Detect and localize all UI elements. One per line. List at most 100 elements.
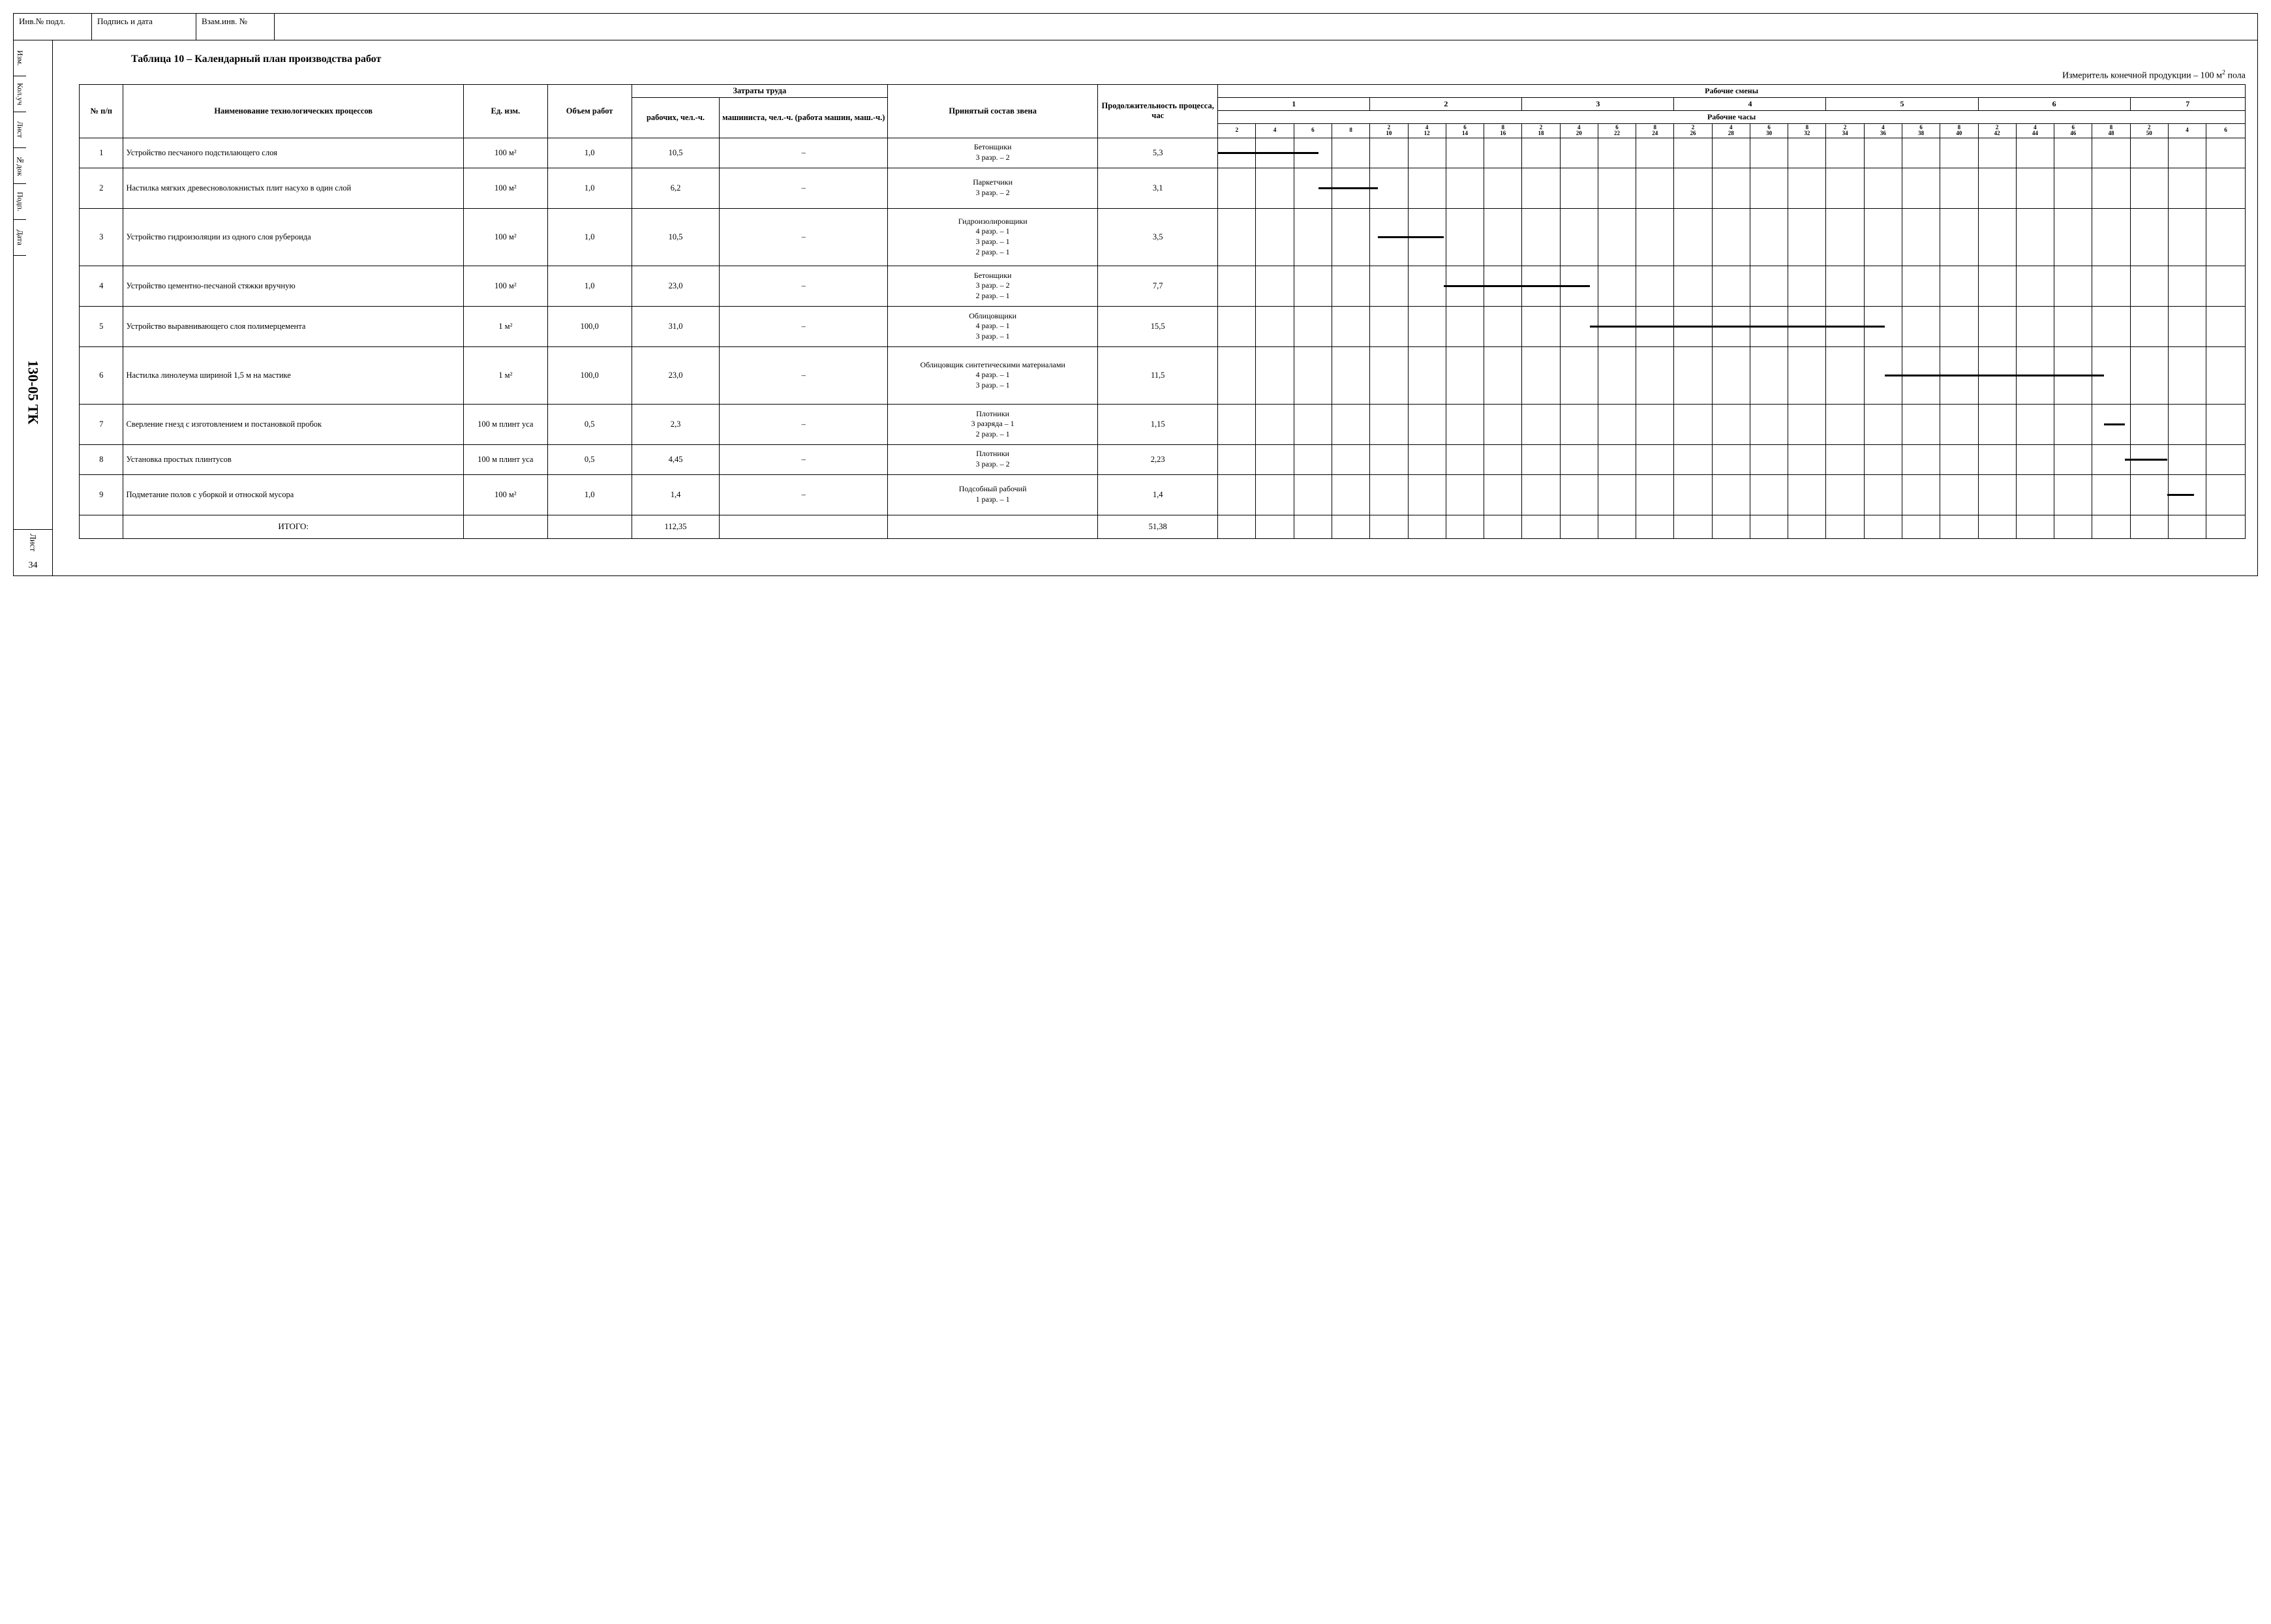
gcell <box>1864 474 1902 515</box>
gcell <box>2016 138 2054 168</box>
gcell <box>1788 208 1826 266</box>
gcell <box>2016 208 2054 266</box>
gantt-bar <box>1885 375 1902 376</box>
gcell <box>1826 266 1864 306</box>
th-hour-17: 4 36 <box>1864 123 1902 138</box>
gcell <box>1750 346 1788 404</box>
cell-crew: Гидроизолировщики 4 разр. – 1 3 разр. – … <box>888 208 1098 266</box>
gcell <box>1940 138 1978 168</box>
gcell <box>1712 138 1750 168</box>
gcell <box>1902 474 1940 515</box>
gantt-bar <box>1788 326 1825 328</box>
th-labor-mach: машиниста, чел.-ч. (работа машин, маш.-ч… <box>720 97 888 138</box>
cell-vol: 1,0 <box>547 168 632 208</box>
gcell <box>1446 346 1484 404</box>
th-hour-26: 6 <box>2206 123 2246 138</box>
gantt-bar <box>2092 375 2103 376</box>
gcell <box>1978 306 2016 346</box>
page-frame: Инв.№ подл. Подпись и дата Взам.инв. № И… <box>13 13 2258 576</box>
gcell <box>1370 138 1408 168</box>
gcell <box>2016 474 2054 515</box>
cell-vol: 1,0 <box>547 266 632 306</box>
gcell <box>1446 444 1484 474</box>
gcell <box>1332 168 1370 208</box>
gcell <box>2054 168 2092 208</box>
cell-crew: Бетонщики 3 разр. – 2 <box>888 138 1098 168</box>
gcell <box>1560 208 1598 266</box>
gcell <box>1370 306 1408 346</box>
th-hour-12: 2 26 <box>1674 123 1712 138</box>
gcell <box>1940 306 1978 346</box>
th-hour-16: 2 34 <box>1826 123 1864 138</box>
th-hour-21: 4 44 <box>2016 123 2054 138</box>
th-labor: Затраты труда <box>632 84 888 97</box>
cell-num: 1 <box>80 138 123 168</box>
gcell <box>1826 138 1864 168</box>
gcell <box>1218 306 1256 346</box>
gantt-bar <box>1332 187 1369 189</box>
gcell <box>1294 515 1332 538</box>
gcell <box>1674 404 1712 444</box>
gcell <box>1826 404 1864 444</box>
gcell <box>1560 168 1598 208</box>
gcell <box>1560 266 1598 306</box>
gantt-bar <box>2104 423 2126 425</box>
cell-crew: Плотники 3 разряда – 1 2 разр. – 1 <box>888 404 1098 444</box>
cell-mach: – <box>720 266 888 306</box>
gcell <box>1788 404 1826 444</box>
cell-man: 31,0 <box>632 306 720 346</box>
cell-man: 23,0 <box>632 346 720 404</box>
th-hour-24: 2 50 <box>2130 123 2168 138</box>
cell-num: 4 <box>80 266 123 306</box>
gantt-bar <box>1446 285 1484 287</box>
gcell <box>2206 515 2246 538</box>
gcell <box>1902 138 1940 168</box>
gcell <box>2168 474 2206 515</box>
gcell <box>1978 266 2016 306</box>
gcell <box>1598 346 1636 404</box>
gcell <box>1218 515 1256 538</box>
cell-name: Устройство выравнивающего слоя полимерце… <box>123 306 463 346</box>
gcell <box>1788 515 1826 538</box>
gcell <box>1788 306 1826 346</box>
gcell <box>1256 444 1294 474</box>
cell-blank <box>888 515 1098 538</box>
gcell <box>1636 168 1674 208</box>
cell-crew: Облицовщики 4 разр. – 1 3 разр. – 1 <box>888 306 1098 346</box>
gcell <box>2168 266 2206 306</box>
cell-vol: 1,0 <box>547 208 632 266</box>
cell-unit: 100 м² <box>463 266 547 306</box>
gantt-bar <box>1902 375 1940 376</box>
row-1: 1Устройство песчаного подстилающего слоя… <box>80 138 2246 168</box>
cell-blank <box>720 515 888 538</box>
gantt-bar <box>2169 494 2195 496</box>
gcell <box>1408 515 1446 538</box>
gcell <box>2054 444 2092 474</box>
gcell <box>1598 444 1636 474</box>
cell-name: Настилка мягких древесноволокнистых плит… <box>123 168 463 208</box>
cell-mach: – <box>720 208 888 266</box>
cell-vol: 0,5 <box>547 404 632 444</box>
top-inv-label: Инв.№ подл. <box>19 16 86 27</box>
gcell <box>1218 346 1256 404</box>
th-shift-5: 5 <box>1826 97 1978 110</box>
row-total: ИТОГО:112,3551,38 <box>80 515 2246 538</box>
th-hour-20: 2 42 <box>1978 123 2016 138</box>
gcell <box>1598 168 1636 208</box>
gcell <box>2054 404 2092 444</box>
cell-man: 10,5 <box>632 208 720 266</box>
gcell <box>2016 346 2054 404</box>
gcell <box>1484 168 1522 208</box>
gantt-bar <box>1940 375 1977 376</box>
gcell <box>2092 138 2130 168</box>
cell-man: 6,2 <box>632 168 720 208</box>
gcell <box>1940 444 1978 474</box>
th-shifts: Рабочие смены <box>1218 84 2246 97</box>
th-hour-10: 6 22 <box>1598 123 1636 138</box>
gcell <box>2206 346 2246 404</box>
gcell <box>1864 266 1902 306</box>
gantt-bar <box>1590 326 1597 328</box>
cell-mach: – <box>720 444 888 474</box>
gcell <box>1560 444 1598 474</box>
gcell <box>1332 266 1370 306</box>
